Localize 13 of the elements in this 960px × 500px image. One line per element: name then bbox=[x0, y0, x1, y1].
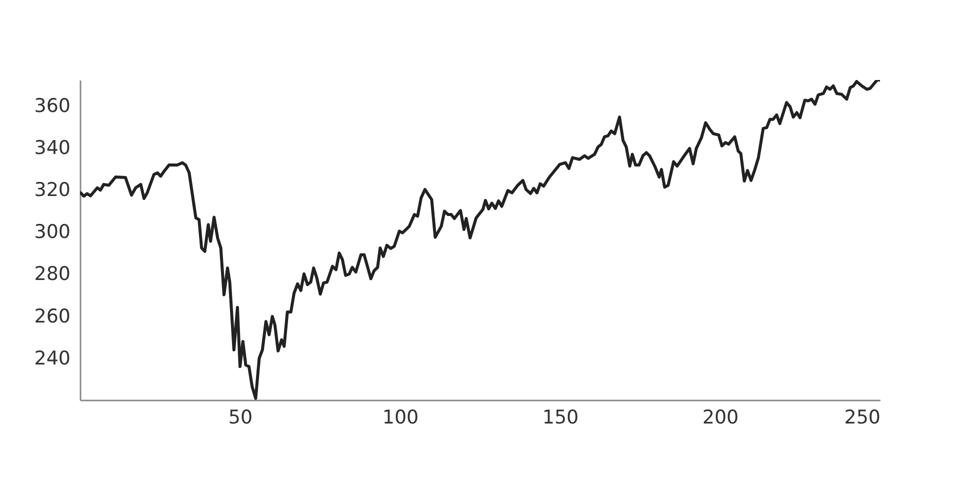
x-tick-label: 200 bbox=[702, 406, 739, 428]
x-tick-label: 50 bbox=[228, 406, 253, 428]
y-tick-label: 240 bbox=[34, 347, 70, 370]
x-tick-label: 100 bbox=[382, 406, 419, 428]
y-tick-label: 300 bbox=[34, 221, 70, 244]
x-tick-label: 150 bbox=[542, 406, 579, 428]
line-series bbox=[80, 80, 880, 400]
y-tick-label: 280 bbox=[34, 263, 70, 286]
y-tick-label: 260 bbox=[34, 305, 70, 328]
y-tick-label: 340 bbox=[34, 136, 70, 159]
x-tick-label: 250 bbox=[844, 406, 880, 428]
y-tick-label: 320 bbox=[34, 178, 70, 201]
y-tick-label: 360 bbox=[34, 94, 70, 117]
